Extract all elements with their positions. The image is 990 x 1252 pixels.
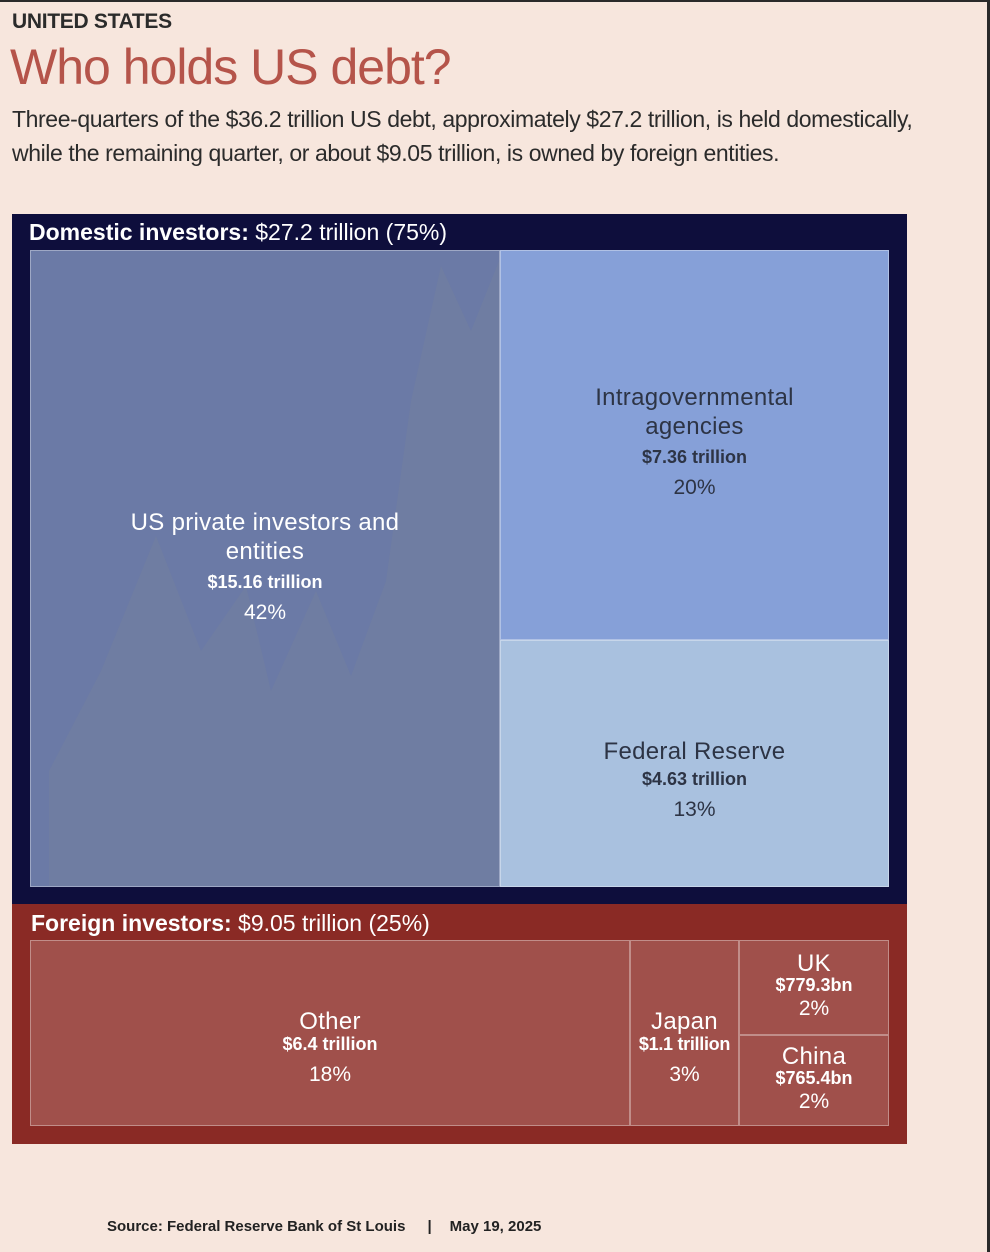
tile-foreign-japan: Japan $1.1 trillion 3%: [630, 940, 739, 1126]
region-kicker: UNITED STATES: [12, 10, 172, 33]
tile-amount: $15.16 trillion: [207, 572, 323, 592]
foreign-group-label-bold: Foreign investors:: [31, 910, 232, 936]
tile-name: Intragovernmental agencies: [595, 384, 794, 440]
tile-us-private-investors: US private investors and entities $15.16…: [30, 250, 500, 887]
tile-percent: 20%: [673, 476, 716, 499]
source-text: Source: Federal Reserve Bank of St Louis: [107, 1218, 406, 1235]
foreign-group-label-value: $9.05 trillion (25%): [231, 910, 430, 936]
domestic-group-label: Domestic investors: $27.2 trillion (75%): [29, 219, 447, 246]
tile-name: UK: [797, 950, 831, 977]
tile-name: Japan: [651, 1008, 718, 1035]
tile-amount: $765.4bn: [775, 1068, 853, 1088]
tile-percent: 3%: [669, 1063, 700, 1086]
tile-content-federal-reserve: Federal Reserve $4.63 trillion 13%: [501, 737, 888, 825]
tile-amount: $7.36 trillion: [641, 447, 748, 467]
tile-content-other: Other $6.4 trillion 18%: [31, 1007, 629, 1090]
publish-date: May 19, 2025: [449, 1218, 542, 1235]
tile-foreign-other: Other $6.4 trillion 18%: [30, 940, 630, 1126]
chart-title: Who holds US debt?: [10, 39, 452, 95]
tile-amount: $6.4 trillion: [282, 1034, 378, 1054]
foreign-group-label: Foreign investors: $9.05 trillion (25%): [31, 910, 430, 937]
tile-percent: 42%: [243, 601, 287, 624]
tile-percent: 13%: [673, 798, 716, 821]
tile-name: Other: [299, 1008, 361, 1035]
tile-foreign-uk: UK $779.3bn 2%: [739, 940, 889, 1035]
domestic-investors-panel: Domestic investors: $27.2 trillion (75%)…: [12, 214, 907, 904]
tile-amount: $4.63 trillion: [641, 769, 748, 789]
tile-foreign-china: China $765.4bn 2%: [739, 1035, 889, 1126]
tile-amount: $779.3bn: [775, 975, 853, 995]
tile-percent: 2%: [798, 1090, 830, 1113]
footer-separator: |: [427, 1218, 432, 1235]
tile-intragovernmental-agencies: Intragovernmental agencies $7.36 trillio…: [500, 250, 889, 640]
foreign-investors-panel: Foreign investors: $9.05 trillion (25%) …: [12, 904, 907, 1144]
tile-name: Federal Reserve: [603, 738, 786, 765]
domestic-group-label-bold: Domestic investors:: [29, 219, 249, 245]
chart-subtitle: Three-quarters of the $36.2 trillion US …: [12, 106, 913, 166]
tile-percent: 2%: [798, 997, 830, 1020]
tile-content-intragovernmental: Intragovernmental agencies $7.36 trillio…: [501, 383, 888, 503]
domestic-group-label-value: $27.2 trillion (75%): [248, 219, 448, 245]
tile-federal-reserve: Federal Reserve $4.63 trillion 13%: [500, 640, 889, 887]
tile-content-private: US private investors and entities $15.16…: [31, 508, 499, 628]
tile-content-china: China $765.4bn 2%: [740, 1042, 888, 1117]
tile-content-uk: UK $779.3bn 2%: [740, 949, 888, 1024]
tile-percent: 18%: [308, 1063, 352, 1086]
top-border: [0, 0, 990, 2]
tile-name: US private investors and entities: [130, 509, 400, 565]
mountain-silhouette-icon: [49, 261, 499, 886]
tile-name: China: [781, 1043, 847, 1070]
right-border: [987, 0, 990, 1252]
tile-amount: $1.1 trillion: [638, 1034, 731, 1054]
tile-content-japan: Japan $1.1 trillion 3%: [631, 1007, 738, 1090]
source-footer: Source: Federal Reserve Bank of St Louis…: [107, 1218, 541, 1235]
